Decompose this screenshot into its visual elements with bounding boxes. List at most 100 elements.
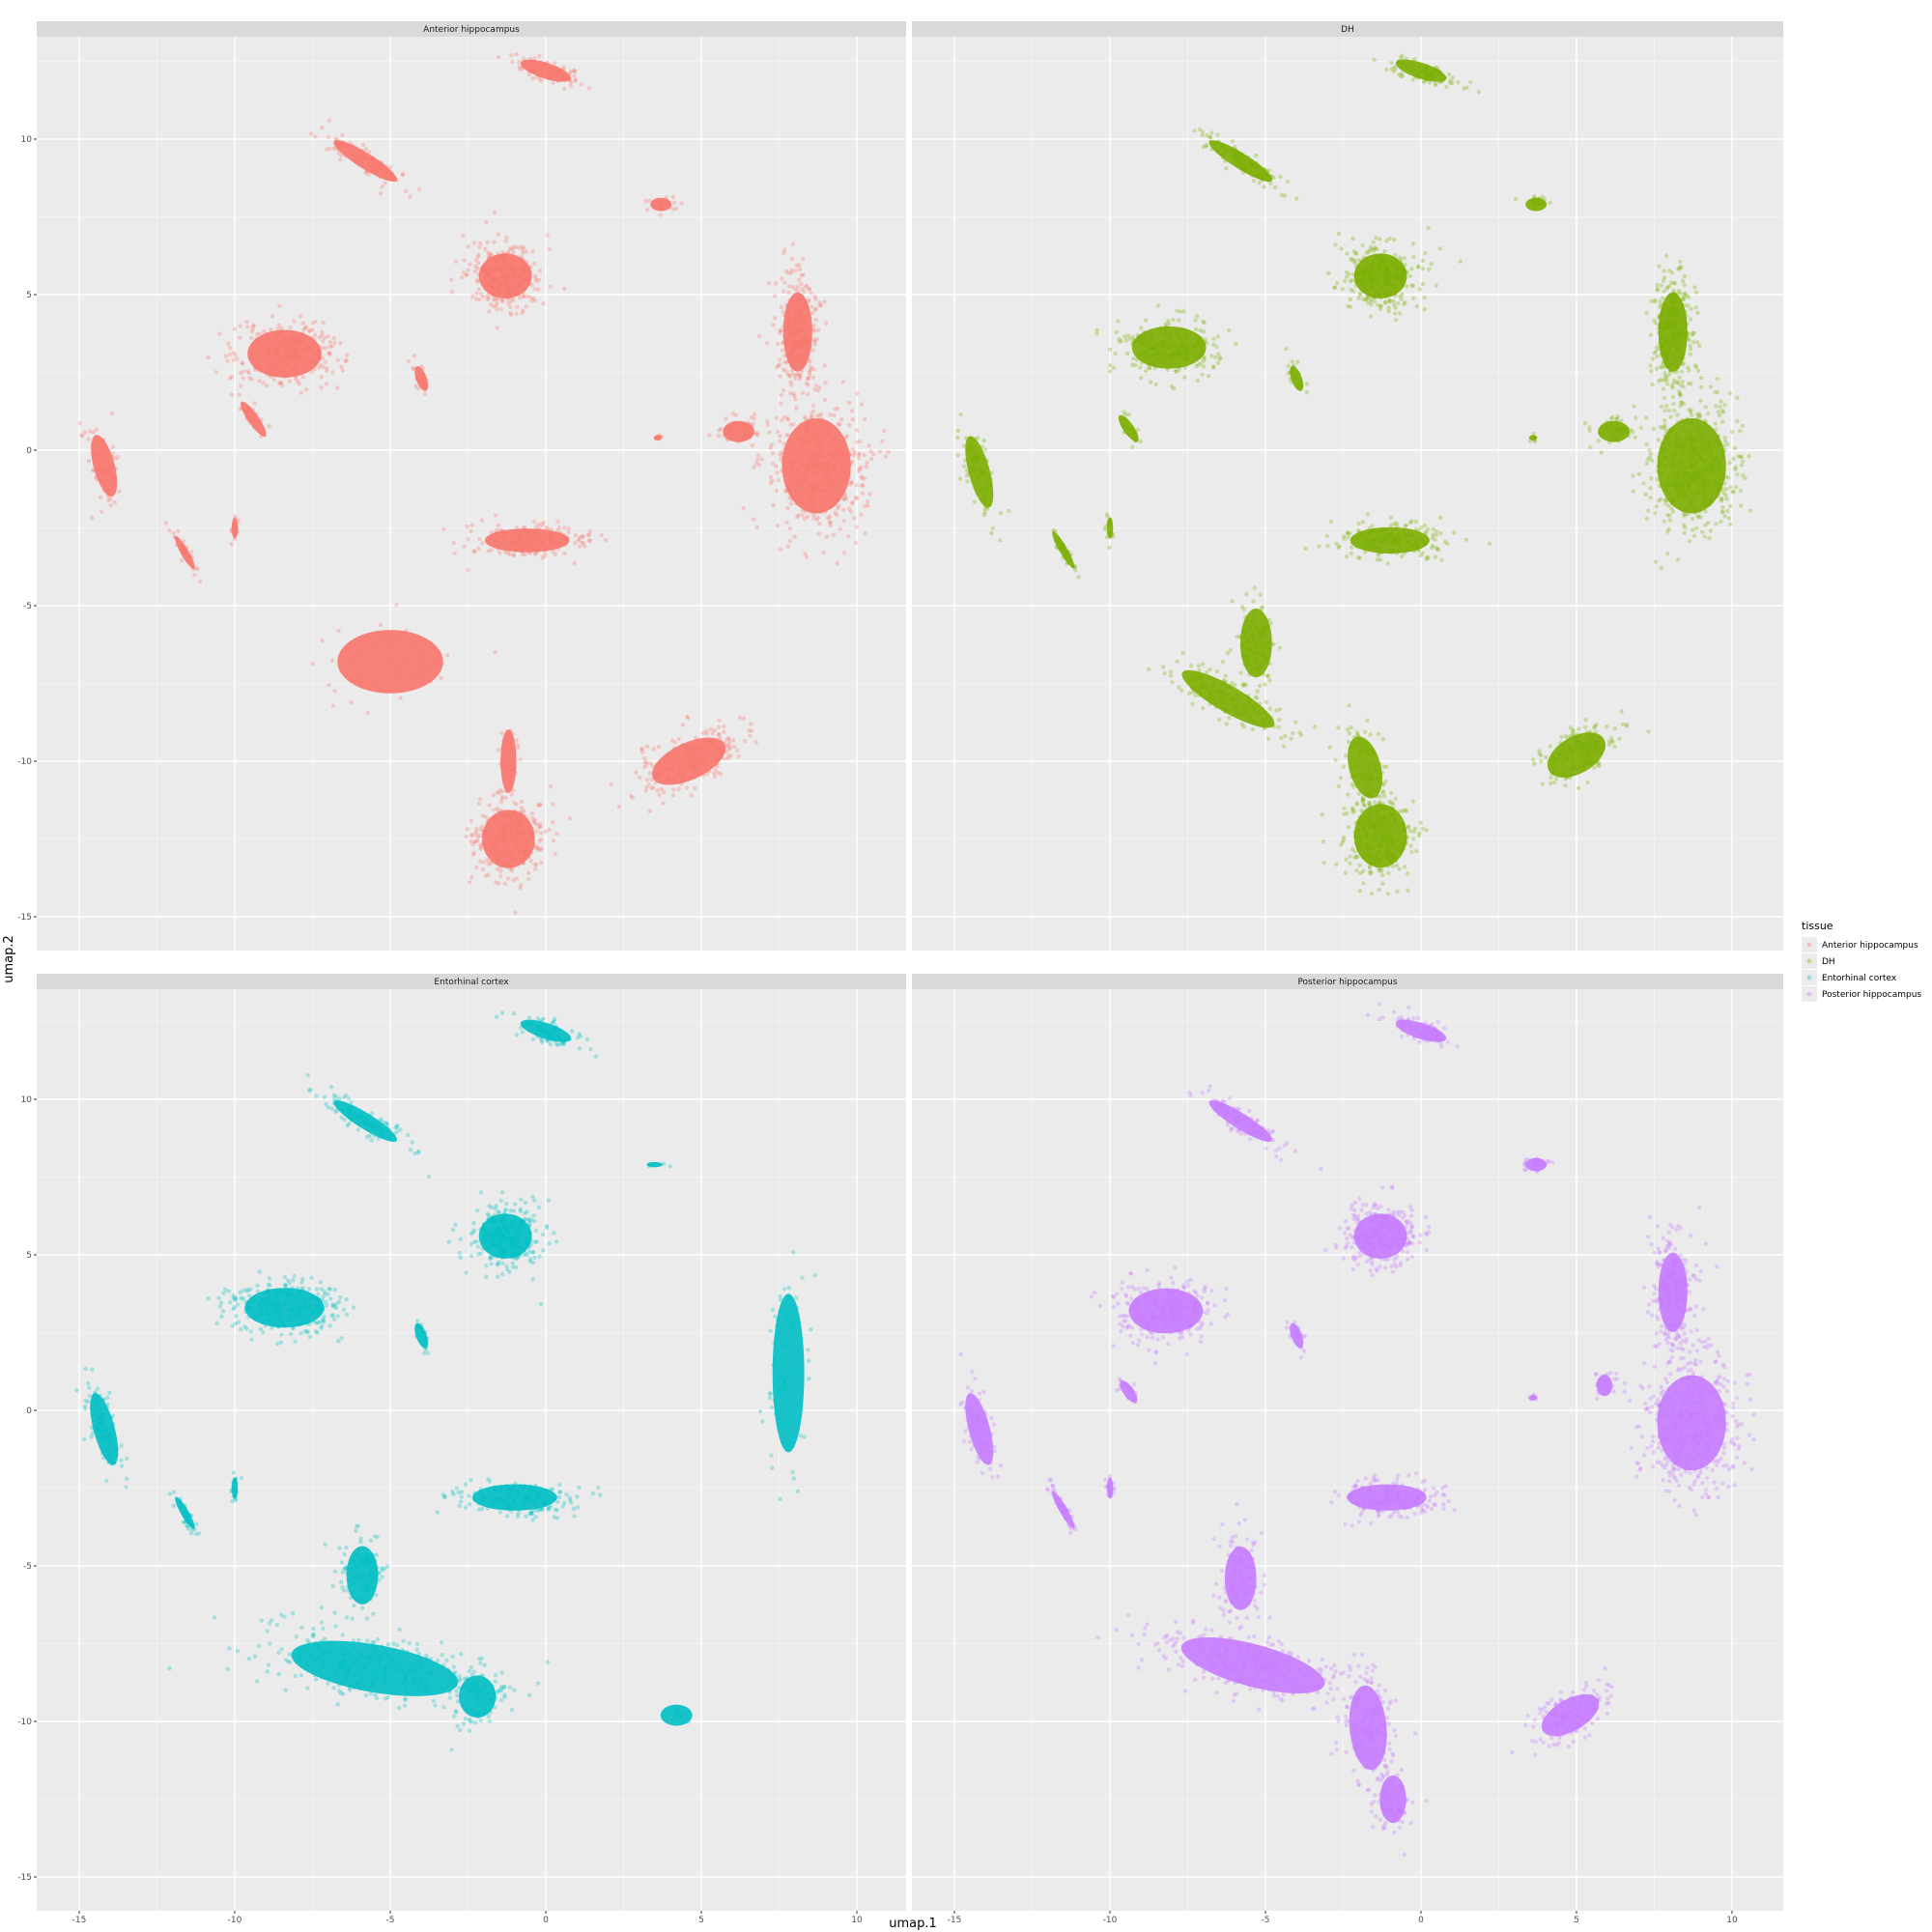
- data-point: [1124, 351, 1130, 356]
- data-point: [344, 357, 349, 363]
- data-point: [779, 401, 783, 406]
- data-point: [1434, 283, 1438, 288]
- data-point: [1658, 451, 1663, 456]
- data-point: [1370, 269, 1376, 274]
- data-point: [515, 268, 520, 273]
- data-point: [293, 340, 298, 345]
- data-point: [298, 365, 303, 371]
- data-point: [1422, 306, 1427, 312]
- data-point: [1386, 305, 1391, 310]
- data-point: [794, 314, 799, 320]
- data-point: [500, 283, 506, 288]
- data-point: [1605, 426, 1609, 431]
- data-point: [1272, 185, 1278, 190]
- data-point: [805, 467, 810, 471]
- data-point: [500, 826, 505, 831]
- data-point: [286, 353, 292, 358]
- data-point: [1665, 457, 1671, 462]
- data-point: [1378, 306, 1383, 312]
- data-point: [306, 360, 312, 366]
- data-point: [1620, 429, 1625, 435]
- data-point: [509, 264, 515, 270]
- data-point: [658, 435, 663, 440]
- data-point: [505, 876, 510, 881]
- data-point: [731, 426, 737, 432]
- data-point: [260, 338, 266, 343]
- data-point: [340, 368, 345, 373]
- data-point: [1190, 349, 1196, 354]
- data-point: [1439, 557, 1444, 562]
- data-point: [504, 281, 509, 287]
- data-point: [264, 355, 269, 361]
- data-point: [1222, 151, 1227, 156]
- data-point: [1170, 353, 1175, 358]
- data-point: [360, 149, 365, 154]
- data-point: [1694, 364, 1699, 370]
- data-point: [277, 341, 282, 347]
- data-point: [518, 530, 523, 536]
- data-point: [102, 469, 107, 475]
- data-point: [766, 280, 771, 286]
- data-point: [838, 465, 844, 470]
- data-point: [503, 788, 508, 794]
- data-point: [672, 740, 678, 745]
- data-point: [803, 509, 809, 514]
- data-point: [1240, 166, 1245, 171]
- data-point: [1668, 341, 1673, 347]
- data-point: [490, 844, 496, 849]
- data-point: [1372, 295, 1377, 299]
- data-point: [648, 760, 653, 766]
- data-point: [1190, 343, 1196, 348]
- data-point: [976, 435, 980, 440]
- data-point: [646, 781, 651, 787]
- data-point: [1374, 275, 1378, 280]
- data-point: [716, 755, 722, 761]
- data-point: [781, 446, 786, 452]
- data-point: [1359, 259, 1364, 264]
- data-point: [530, 844, 535, 849]
- data-point: [730, 434, 736, 440]
- data-point: [1661, 386, 1666, 391]
- data-point: [812, 294, 817, 298]
- data-point: [1689, 421, 1694, 426]
- data-point: [855, 496, 860, 500]
- data-point: [1435, 547, 1441, 553]
- data-point: [844, 464, 849, 469]
- data-point: [494, 277, 499, 283]
- data-point: [1678, 355, 1683, 359]
- data-point: [421, 384, 427, 389]
- data-point: [666, 755, 670, 760]
- data-point: [1183, 361, 1188, 366]
- data-point: [797, 426, 803, 431]
- data-point: [1662, 289, 1666, 294]
- data-point: [1680, 297, 1686, 301]
- data-point: [532, 820, 538, 826]
- data-point: [1241, 157, 1246, 163]
- data-point: [526, 833, 531, 838]
- data-point: [1130, 340, 1136, 345]
- data-point: [579, 82, 583, 87]
- data-point: [472, 549, 477, 554]
- data-point: [1378, 286, 1383, 292]
- data-point: [1351, 272, 1356, 277]
- data-point: [278, 360, 284, 366]
- data-point: [1673, 296, 1678, 301]
- data-point: [554, 831, 559, 837]
- data-point: [553, 851, 557, 857]
- data-point: [1373, 273, 1378, 279]
- data-point: [1661, 278, 1666, 283]
- data-point: [514, 286, 519, 291]
- data-point: [806, 298, 811, 303]
- data-point: [252, 355, 258, 359]
- data-point: [350, 151, 355, 156]
- data-point: [639, 750, 645, 754]
- data-point: [528, 833, 534, 838]
- data-point: [497, 267, 501, 271]
- data-point: [1398, 258, 1404, 263]
- data-point: [810, 452, 815, 458]
- data-point: [689, 747, 695, 752]
- data-point: [562, 551, 567, 556]
- data-point: [507, 740, 512, 746]
- data-point: [797, 328, 802, 333]
- data-point: [978, 461, 983, 467]
